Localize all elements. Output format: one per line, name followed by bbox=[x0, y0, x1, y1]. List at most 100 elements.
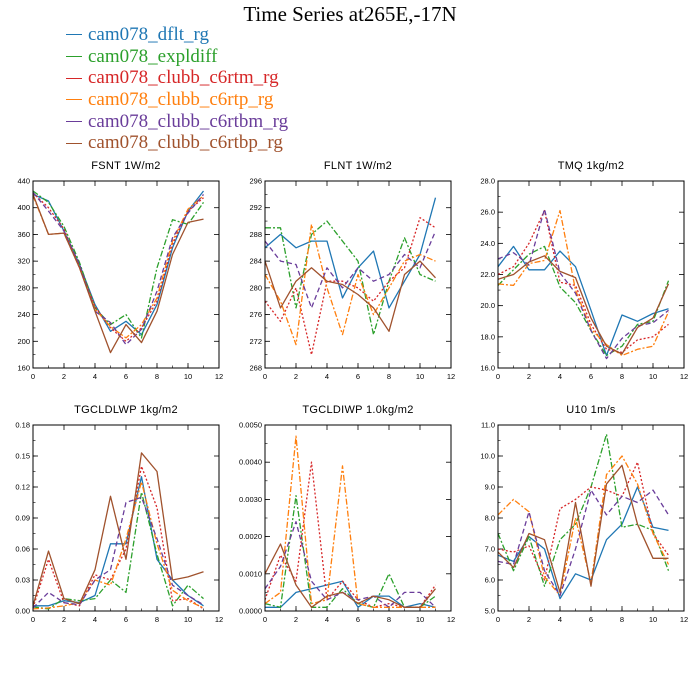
legend-swatch bbox=[66, 142, 82, 144]
plot-frame bbox=[32, 180, 220, 369]
y-tick-label: 5.0 bbox=[485, 607, 495, 616]
series-line bbox=[264, 230, 437, 309]
legend-label: cam078_dflt_rg bbox=[88, 24, 210, 45]
x-tick-label: 4 bbox=[93, 615, 97, 624]
series-line bbox=[497, 489, 670, 597]
x-tick-label: 12 bbox=[215, 615, 223, 624]
legend-swatch bbox=[66, 34, 82, 36]
chart-panel: FLNT 1W/m2 0 2 4 6 8 10 12 268 272 276 280 284 288 292… bbox=[249, 160, 455, 381]
y-tick-label: 276 bbox=[249, 310, 262, 319]
x-tick-label: 0 bbox=[31, 615, 35, 624]
y-tick-label: 8.0 bbox=[485, 514, 495, 523]
x-tick-label: 12 bbox=[447, 372, 455, 381]
x-tick-label: 2 bbox=[62, 372, 66, 381]
y-tick-label: 0.12 bbox=[15, 483, 30, 492]
y-tick-label: 0.0050 bbox=[239, 421, 262, 430]
chart-title: TMQ 1kg/m2 bbox=[558, 160, 625, 172]
series-line bbox=[264, 223, 436, 346]
y-tick-label: 9.0 bbox=[485, 483, 495, 492]
y-tick-label: 280 bbox=[17, 283, 30, 292]
legend-item: cam078_clubb_c6rtbp_rg bbox=[66, 132, 288, 154]
y-tick-label: 10.0 bbox=[480, 452, 495, 461]
y-tick-label: 280 bbox=[249, 283, 262, 292]
legend-label: cam078_clubb_c6rtm_rg bbox=[88, 67, 279, 89]
y-tick-label: 7.0 bbox=[485, 545, 495, 554]
x-tick-label: 0 bbox=[263, 615, 267, 624]
x-tick-label: 8 bbox=[620, 615, 624, 624]
chart-title: U10 1m/s bbox=[566, 404, 616, 416]
series-line bbox=[497, 464, 669, 594]
x-tick-label: 6 bbox=[124, 615, 128, 624]
series-line bbox=[32, 465, 204, 610]
x-tick-label: 10 bbox=[184, 372, 192, 381]
y-tick-label: 18.0 bbox=[480, 332, 495, 341]
x-tick-label: 4 bbox=[93, 372, 97, 381]
legend-item: cam078_clubb_c6rtbm_rg bbox=[66, 111, 288, 133]
x-tick-label: 8 bbox=[620, 372, 624, 381]
x-tick-label: 12 bbox=[680, 615, 688, 624]
y-tick-label: 0.15 bbox=[15, 452, 30, 461]
series-line bbox=[265, 580, 436, 608]
x-tick-label: 10 bbox=[184, 615, 192, 624]
series-line bbox=[33, 476, 204, 607]
legend-label: cam078_clubb_c6rtbp_rg bbox=[88, 132, 283, 154]
x-tick-label: 6 bbox=[589, 615, 593, 624]
plot-frame bbox=[497, 424, 685, 612]
series-line bbox=[32, 190, 205, 339]
chart-title: FSNT 1W/m2 bbox=[91, 160, 160, 172]
x-tick-label: 4 bbox=[325, 372, 329, 381]
y-tick-label: 0.0000 bbox=[239, 607, 262, 616]
chart-panel: TMQ 1kg/m2 0 2 4 6 8 10 12 16.0 18.0 20.0 22.0 24.0 2… bbox=[480, 160, 688, 381]
x-tick-label: 0 bbox=[263, 372, 267, 381]
y-tick-label: 0.09 bbox=[15, 514, 30, 523]
legend-item: cam078_clubb_c6rtp_rg bbox=[66, 89, 288, 111]
y-tick-label: 360 bbox=[17, 230, 30, 239]
series-line bbox=[32, 491, 204, 610]
x-tick-label: 2 bbox=[294, 615, 298, 624]
y-tick-label: 0.06 bbox=[15, 545, 30, 554]
legend-swatch bbox=[66, 121, 82, 123]
chart-panel: FSNT 1W/m2 0 2 4 6 8 10 12 160 200 240 280 320 360 400… bbox=[17, 160, 223, 381]
y-tick-label: 240 bbox=[17, 310, 30, 319]
y-tick-label: 296 bbox=[249, 177, 262, 186]
x-tick-label: 12 bbox=[447, 615, 455, 624]
x-tick-label: 0 bbox=[31, 372, 35, 381]
legend-swatch bbox=[66, 56, 82, 58]
chart-panel: U10 1m/s 0 2 4 6 8 10 12 5.0 6.0 7.0 8.0 9.0 10.0 11.0 bbox=[480, 404, 688, 624]
series-line bbox=[265, 220, 436, 336]
legend: cam078_dflt_rg cam078_expldiff cam078_cl… bbox=[66, 24, 288, 154]
x-tick-label: 2 bbox=[527, 372, 531, 381]
x-tick-label: 6 bbox=[356, 372, 360, 381]
legend-swatch bbox=[66, 77, 82, 79]
x-tick-label: 6 bbox=[589, 372, 593, 381]
x-tick-label: 4 bbox=[325, 615, 329, 624]
chart-panel: TGCLDIWP 1.0kg/m2 0 2 4 6 8 10 12 0.0000 0.0010 0.… bbox=[239, 404, 455, 624]
y-tick-label: 288 bbox=[249, 230, 262, 239]
y-tick-label: 6.0 bbox=[485, 576, 495, 585]
series-line bbox=[32, 496, 204, 609]
y-tick-label: 0.0010 bbox=[239, 569, 262, 578]
x-tick-label: 8 bbox=[155, 615, 159, 624]
x-tick-label: 8 bbox=[387, 372, 391, 381]
x-tick-label: 0 bbox=[496, 372, 500, 381]
y-tick-label: 268 bbox=[249, 364, 262, 373]
legend-label: cam078_clubb_c6rtp_rg bbox=[88, 89, 274, 111]
series-line bbox=[264, 217, 436, 356]
series-line bbox=[264, 543, 436, 608]
series-line bbox=[264, 435, 436, 608]
series-line bbox=[497, 208, 669, 360]
y-tick-label: 26.0 bbox=[480, 208, 495, 217]
y-tick-label: 292 bbox=[249, 203, 262, 212]
y-tick-label: 24.0 bbox=[480, 239, 495, 248]
y-tick-label: 272 bbox=[249, 337, 262, 346]
x-tick-label: 10 bbox=[649, 615, 657, 624]
y-tick-label: 284 bbox=[249, 257, 262, 266]
y-tick-label: 20.0 bbox=[480, 301, 495, 310]
series-line bbox=[32, 191, 205, 346]
y-tick-label: 0.0020 bbox=[239, 532, 262, 541]
y-tick-label: 28.0 bbox=[480, 177, 495, 186]
y-tick-label: 0.18 bbox=[15, 421, 30, 430]
y-tick-label: 0.0030 bbox=[239, 495, 262, 504]
x-tick-label: 0 bbox=[496, 615, 500, 624]
series-line bbox=[32, 481, 204, 610]
